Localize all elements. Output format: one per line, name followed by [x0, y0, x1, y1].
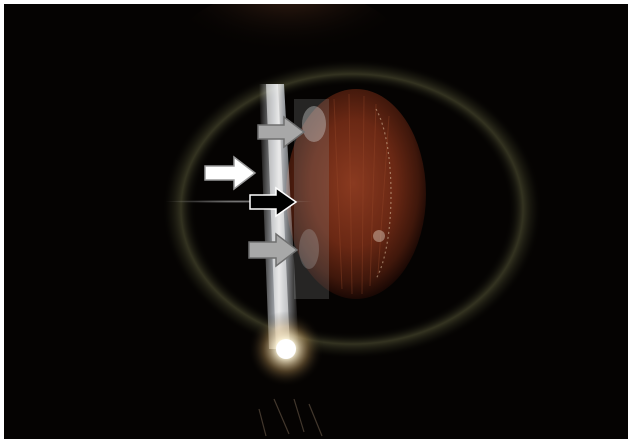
corneal-reflex: [276, 339, 296, 359]
lower-lashes: [258, 398, 323, 437]
upper-gray-arrow-icon: [257, 115, 306, 149]
reflex-spot: [373, 230, 385, 242]
black-arrow-icon: [249, 186, 298, 218]
lower-gray-arrow-icon: [248, 232, 299, 268]
eye-image: [4, 4, 628, 439]
iris: [286, 89, 426, 299]
opacity-spot-upper: [302, 106, 326, 142]
slit-beam-core: [266, 84, 290, 349]
opacity-spot-lower: [299, 229, 319, 269]
slit-lamp-photo: [4, 4, 628, 439]
white-arrow-icon: [204, 155, 257, 191]
horizontal-flare: [164, 200, 314, 203]
pupil-margin: [375, 108, 392, 280]
